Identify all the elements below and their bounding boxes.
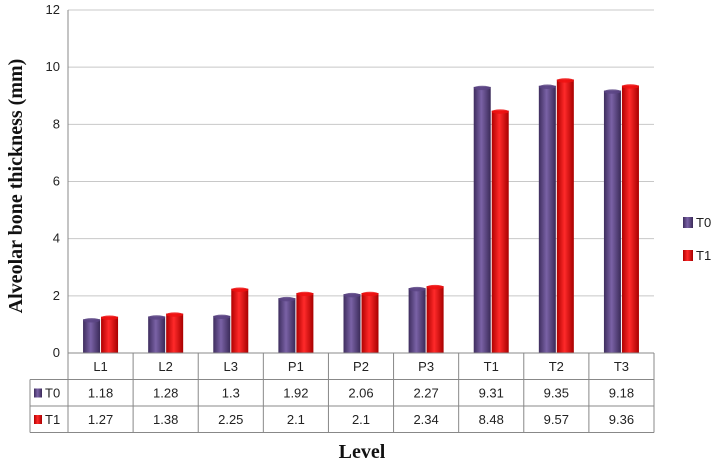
table-cell-value: 2.1 [287, 412, 305, 427]
x-category-label: P1 [288, 359, 304, 374]
bar-t1-p3 [426, 284, 444, 353]
table-cell-value: 1.92 [283, 386, 308, 401]
gridlines [67, 9, 654, 354]
bar-t0-t1 [473, 85, 491, 354]
bar-t1-t1 [491, 109, 509, 353]
legend-swatch-t1 [683, 250, 693, 261]
y-axis-title: Alveolar bone thickness (mm) [5, 59, 27, 314]
table-cell-value: 2.25 [218, 412, 243, 427]
bar-t0-t3 [603, 89, 621, 353]
x-category-label: T2 [549, 359, 564, 374]
bar-t0-l2 [148, 315, 166, 353]
x-category-label: P3 [418, 359, 434, 374]
bar-t0-p1 [278, 296, 296, 353]
x-category-label: T3 [614, 359, 629, 374]
table-legend-swatch [34, 415, 42, 424]
table-cell-value: 2.34 [413, 412, 438, 427]
legend-label-t1: T1 [696, 248, 711, 263]
table-cell-value: 9.57 [544, 412, 569, 427]
table-cell-value: 9.18 [609, 386, 634, 401]
x-category-label: T1 [484, 359, 499, 374]
table-cell-value: 9.36 [609, 412, 634, 427]
table-cell-value: 1.28 [153, 386, 178, 401]
table-cell-value: 1.38 [153, 412, 178, 427]
x-axis-title: Level [339, 441, 386, 463]
y-axis-ticks: 0 2 4 6 8 10 12 [46, 2, 60, 360]
y-tick-label: 4 [53, 231, 60, 246]
bar-t0-t2 [538, 84, 556, 353]
bar-t1-t3 [621, 84, 639, 354]
table-row-header: T0 [45, 386, 60, 401]
bar-t0-p2 [343, 292, 361, 353]
bars [83, 78, 639, 354]
y-tick-label: 10 [46, 59, 60, 74]
table-cell-value: 1.27 [88, 412, 113, 427]
table-cell-value: 9.31 [479, 386, 504, 401]
bar-t1-t2 [556, 78, 574, 354]
table-cell-value: 2.27 [413, 386, 438, 401]
bar-t1-l2 [166, 312, 184, 353]
table-legend-swatch [34, 388, 42, 398]
bar-t0-p3 [408, 286, 426, 353]
x-category-label: L1 [93, 359, 107, 374]
table-cell-value: 2.06 [348, 386, 373, 401]
table-cell-value: 9.35 [544, 386, 569, 401]
table-cell-value: 1.18 [88, 386, 113, 401]
data-table: L1 L2 L3 P1 P2 P3 T1 T2 T3 T0 1.18 1.28 1.3 1.92 2.06 2… [29, 352, 655, 433]
bar-t1-p1 [296, 291, 314, 353]
y-tick-label: 8 [53, 116, 60, 131]
legend-swatch-t0 [683, 217, 693, 228]
table-cell-value: 1.3 [222, 386, 240, 401]
bar-t1-l1 [101, 315, 119, 353]
y-tick-label: 2 [53, 288, 60, 303]
y-tick-label: 6 [53, 174, 60, 189]
y-tick-label: 0 [53, 345, 60, 360]
table-row-header: T1 [45, 412, 60, 427]
table-cell-value: 2.1 [352, 412, 370, 427]
bar-t1-l3 [231, 287, 249, 353]
bar-t0-l3 [213, 314, 231, 353]
x-category-label: L3 [224, 359, 238, 374]
y-tick-label: 12 [46, 2, 60, 17]
legend-label-t0: T0 [696, 215, 711, 230]
bar-t1-p2 [361, 291, 379, 353]
table-cell-value: 8.48 [479, 412, 504, 427]
bar-t0-l1 [83, 318, 101, 353]
legend: T0 T1 [683, 215, 711, 263]
x-category-label: P2 [353, 359, 369, 374]
x-category-label: L2 [158, 359, 172, 374]
